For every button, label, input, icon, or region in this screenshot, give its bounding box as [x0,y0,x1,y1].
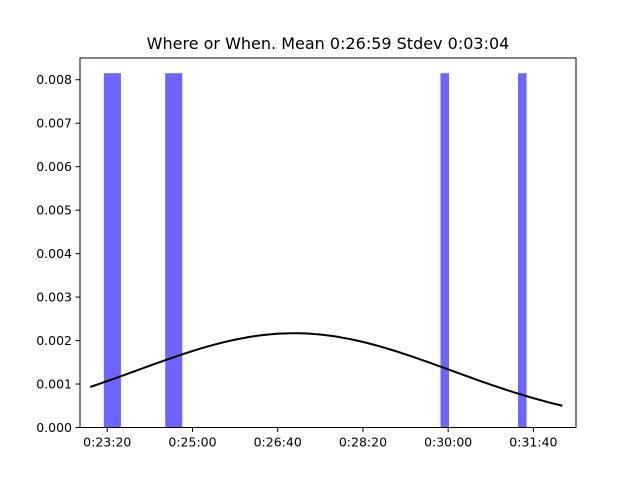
plot-frame [79,57,577,428]
bars-group [103,73,527,428]
y-tick-label: 0.004 [36,246,72,261]
y-tick-label: 0.008 [36,72,72,87]
x-axis: 0:23:20 0:25:00 0:26:40 0:28:20 0:30:00 0:31:… [83,427,558,450]
chart-title: Where or When. Mean 0:26:59 Stdev 0:03:0… [147,34,510,53]
y-tick-label: 0.002 [36,333,72,348]
x-tick-label: 0:30:00 [424,435,472,450]
histogram-bar-1 [103,73,121,428]
y-tick-label: 0.007 [36,116,72,131]
x-tick-label: 0:23:20 [83,435,131,450]
histogram-bar-3 [440,73,450,428]
y-axis: 0.000 0.001 0.002 0.003 0.004 0.005 0.006 0.007… [36,72,80,435]
histogram-bar-2 [165,73,183,428]
y-tick-label: 0.006 [36,159,72,174]
normal-curve [89,332,563,407]
y-tick-label: 0.003 [36,290,72,305]
histogram-bar-4 [518,73,527,428]
x-tick-label: 0:31:40 [509,435,557,450]
x-tick-label: 0:25:00 [168,435,216,450]
x-tick-label: 0:28:20 [339,435,387,450]
x-tick-label: 0:26:40 [254,435,302,450]
y-tick-label: 0.000 [36,420,72,435]
y-tick-label: 0.001 [36,377,72,392]
y-tick-label: 0.005 [36,203,72,218]
